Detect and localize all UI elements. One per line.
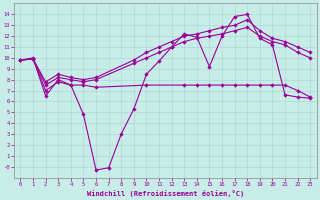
X-axis label: Windchill (Refroidissement éolien,°C): Windchill (Refroidissement éolien,°C) (87, 190, 244, 197)
